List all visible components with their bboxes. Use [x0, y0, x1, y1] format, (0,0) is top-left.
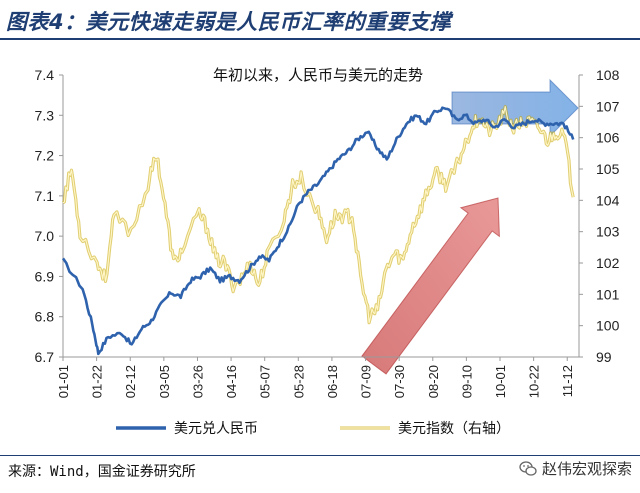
x-tick-label: 01-22: [90, 365, 105, 398]
dual-axis-line-chart: 6.7 6.8 6.9 7.0 7.1 7.2 7.3 7.4 99 100 101 102 103 10…: [35, 66, 620, 437]
y-right-tick-label: 101: [596, 286, 620, 302]
x-tick-label: 04-16: [224, 365, 239, 398]
x-tick-label: 02-12: [123, 365, 138, 398]
legend-label-usdcny: 美元兑人民币: [174, 421, 258, 437]
x-tick-label: 10-22: [527, 365, 542, 398]
watermark: 赵伟宏观探索: [519, 458, 632, 479]
x-tick-label: 09-10: [459, 365, 474, 398]
x-tick-label: 07-09: [359, 365, 374, 398]
y-left-tick-label: 6.9: [35, 268, 55, 284]
x-tick-label: 03-05: [157, 365, 172, 398]
watermark-text: 赵伟宏观探索: [541, 460, 632, 478]
x-tick-label: 10-01: [493, 365, 508, 398]
x-tick-label: 05-28: [291, 365, 306, 398]
y-left-tick-label: 7.2: [35, 148, 55, 164]
wechat-icon: [519, 460, 537, 476]
y-right-tick-label: 99: [596, 349, 612, 365]
y-left-tick-label: 6.8: [35, 309, 55, 325]
y-left-tick-label: 7.3: [35, 107, 55, 123]
x-tick-label: 07-30: [392, 365, 407, 398]
series-usd-index-line: [62, 106, 574, 324]
source-divider: [0, 455, 640, 456]
x-tick-label: 01-01: [56, 365, 71, 398]
legend-label-usd-index: 美元指数（右轴）: [398, 421, 510, 437]
y-right-tick-label: 106: [596, 130, 620, 146]
x-tick-label: 11-12: [560, 365, 575, 397]
y-right-tick-label: 100: [596, 318, 620, 334]
source-note: 来源：Wind，国金证券研究所: [8, 464, 196, 480]
series-usdcny-line: [61, 106, 575, 356]
y-right-tick-label: 103: [596, 224, 620, 240]
x-tick-label: 08-20: [426, 365, 441, 398]
y-right-tick-label: 105: [596, 161, 620, 177]
figure-header: 图表4：美元快速走弱是人民币汇率的重要支撑: [0, 0, 640, 38]
uptrend-arrow: [361, 197, 500, 375]
y-left-tick-label: 7.0: [35, 228, 55, 244]
header-divider: [0, 38, 640, 40]
y-right-tick-label: 108: [596, 67, 620, 83]
y-right-tick-label: 104: [596, 192, 620, 208]
y-right-tick-label: 107: [596, 98, 620, 114]
y-left-tick-label: 7.4: [35, 67, 55, 83]
y-left-tick-label: 7.1: [35, 188, 55, 204]
y-left-tick-label: 6.7: [35, 349, 55, 365]
chart-title: 年初以来，人民币与美元的走势: [213, 66, 423, 84]
y-right-tick-label: 102: [596, 255, 620, 271]
x-tick-label: 06-18: [325, 365, 340, 398]
x-tick-label: 03-26: [190, 365, 205, 398]
x-tick-label: 05-07: [258, 365, 273, 398]
figure-title: 图表4：美元快速走弱是人民币汇率的重要支撑: [6, 10, 452, 34]
